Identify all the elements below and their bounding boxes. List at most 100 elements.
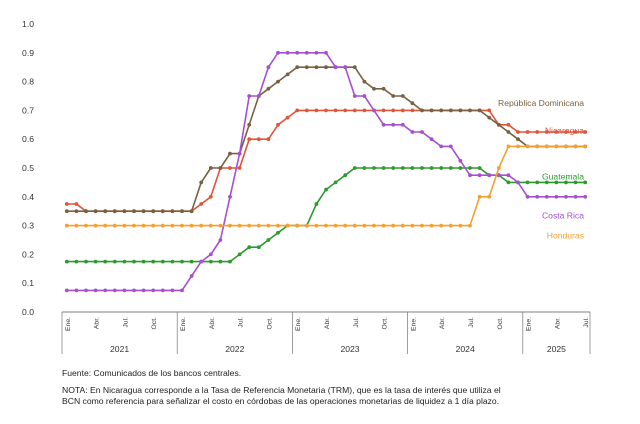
data-point (304, 223, 309, 228)
data-point (468, 166, 472, 170)
data-point (391, 122, 396, 127)
data-point (256, 223, 261, 228)
data-point (314, 223, 319, 228)
data-point (362, 223, 367, 228)
data-point (112, 223, 117, 228)
data-point (410, 223, 415, 228)
data-point (151, 223, 156, 228)
data-point (218, 223, 223, 228)
x-tick-label: Jul. (353, 317, 360, 328)
x-tick-label: Abr. (324, 317, 331, 329)
data-point (170, 259, 175, 264)
data-point (256, 245, 261, 250)
data-point (208, 252, 213, 257)
data-point (132, 288, 136, 293)
year-label: 2022 (225, 344, 244, 354)
data-point (554, 180, 559, 185)
series-label: Guatemala (542, 172, 584, 182)
year-label: 2025 (547, 344, 566, 354)
data-point (141, 288, 146, 293)
data-point (506, 130, 511, 134)
data-point (372, 166, 376, 170)
data-point (477, 166, 482, 170)
x-tick-label: Abr. (554, 317, 561, 329)
data-point (352, 65, 357, 70)
data-point (573, 194, 578, 199)
source-note: Fuente: Comunicados de los bancos centra… (62, 368, 242, 378)
data-point (276, 223, 280, 228)
x-tick-label: Jul. (468, 317, 475, 328)
data-point (122, 209, 127, 214)
data-point (400, 108, 405, 113)
data-point (506, 144, 511, 149)
data-point (208, 166, 213, 170)
data-point (64, 259, 69, 264)
data-point (516, 144, 520, 149)
x-tick-label: Ene. (526, 317, 533, 331)
data-point (160, 288, 165, 293)
data-point (180, 209, 184, 214)
data-point (516, 137, 520, 142)
data-point (429, 137, 434, 142)
data-point (439, 223, 444, 228)
data-point (208, 259, 213, 264)
data-point (525, 194, 530, 199)
data-point (237, 166, 242, 170)
data-point (391, 223, 396, 228)
data-point (199, 202, 204, 206)
data-point (487, 108, 492, 113)
data-point (84, 288, 88, 293)
data-point (112, 209, 117, 214)
data-point (333, 180, 338, 185)
data-point (544, 194, 549, 199)
x-tick-label: Jul. (122, 317, 129, 328)
data-point (276, 50, 280, 55)
data-point (199, 223, 204, 228)
data-point (477, 194, 482, 199)
data-point (372, 86, 376, 91)
data-point (391, 108, 396, 113)
data-point (84, 223, 88, 228)
data-point (266, 137, 271, 142)
y-tick-label: 0.7 (22, 105, 34, 115)
data-point (74, 223, 79, 228)
data-point (400, 122, 405, 127)
data-point (151, 288, 156, 293)
data-point (487, 194, 492, 199)
data-point (544, 180, 549, 185)
data-point (170, 288, 175, 293)
data-point (487, 115, 492, 120)
data-point (160, 223, 165, 228)
data-point (362, 79, 367, 84)
data-point (564, 144, 568, 149)
y-tick-label: 0.5 (22, 163, 34, 173)
data-point (295, 50, 300, 55)
data-point (74, 209, 79, 214)
data-point (564, 130, 568, 134)
series-label: Nicaragua (545, 126, 584, 136)
data-point (189, 209, 194, 214)
data-point (448, 166, 453, 170)
data-point (285, 50, 290, 55)
data-point (189, 274, 194, 278)
data-point (324, 108, 328, 113)
data-point (189, 259, 194, 264)
data-point (180, 259, 184, 264)
data-point (477, 173, 482, 178)
data-point (237, 151, 242, 156)
data-point (64, 223, 69, 228)
data-point (199, 180, 204, 185)
data-point (554, 144, 559, 149)
data-point (352, 223, 357, 228)
data-point (218, 166, 223, 170)
data-point (132, 259, 136, 264)
data-point (583, 130, 588, 134)
data-point (141, 209, 146, 214)
data-point (333, 65, 338, 70)
series-line (66, 145, 586, 227)
data-point (410, 108, 415, 113)
data-point (64, 202, 69, 206)
data-point (180, 288, 184, 293)
y-tick-label: 0.3 (22, 221, 34, 231)
data-point (122, 288, 127, 293)
